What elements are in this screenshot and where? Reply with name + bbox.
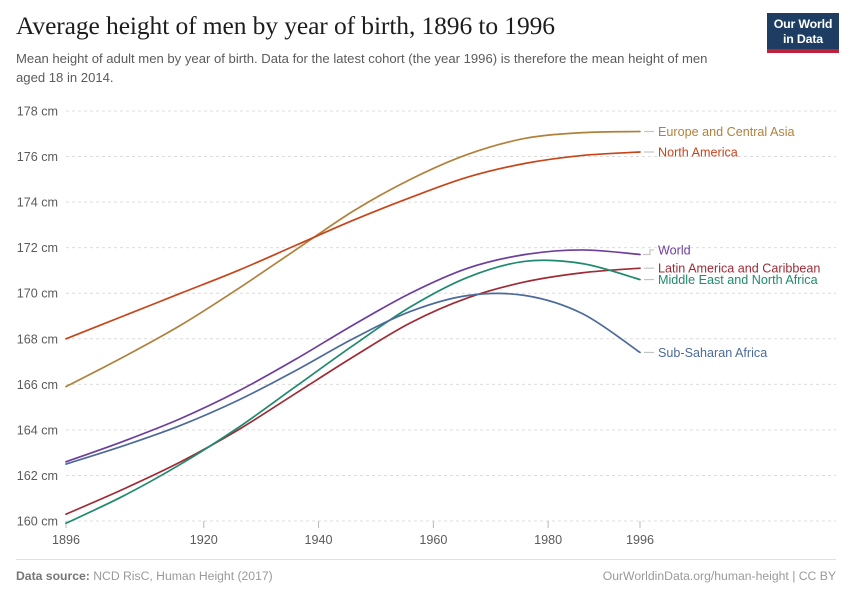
y-tick-label: 174 cm: [17, 196, 58, 210]
y-tick-label: 164 cm: [17, 423, 58, 437]
series-label-middle-east-and-north-africa[interactable]: Middle East and North Africa: [658, 273, 818, 287]
series-connectors: [643, 130, 654, 354]
chart-subtitle: Mean height of adult men by year of birt…: [16, 50, 708, 85]
x-tick-label: 1996: [626, 533, 654, 547]
x-axis-tick-labels: 1896 1920 1940 1960 1980 1996: [52, 533, 654, 547]
series-label-europe-and-central-asia[interactable]: Europe and Central Asia: [658, 125, 795, 139]
y-tick-label: 162 cm: [17, 469, 58, 483]
page-title: Average height of men by year of birth, …: [16, 11, 555, 40]
series-line: [65, 130, 641, 388]
series-line: [65, 259, 641, 525]
y-tick-label: 176 cm: [17, 150, 58, 164]
x-tick-label: 1980: [534, 533, 562, 547]
series-label-north-america[interactable]: North America: [658, 145, 738, 159]
y-tick-label: 166 cm: [17, 378, 58, 392]
series-label-world[interactable]: World: [658, 243, 691, 257]
series-label-latin-america-and-caribbean[interactable]: Latin America and Caribbean: [658, 262, 820, 276]
series-line: [65, 249, 641, 463]
series-line: [65, 292, 641, 465]
y-tick-label: 170 cm: [17, 287, 58, 301]
y-tick-label: 160 cm: [17, 515, 58, 529]
chart-header: Average height of men by year of birth, …: [16, 11, 746, 87]
series-label-sub-saharan-africa[interactable]: Sub-Saharan Africa: [658, 346, 767, 360]
data-source-value: NCD RisC, Human Height (2017): [93, 569, 273, 583]
y-axis-tick-labels: 160 cm 162 cm 164 cm 166 cm 168 cm 170 cm 172 …: [17, 105, 58, 529]
attribution[interactable]: OurWorldinData.org/human-height | CC BY: [602, 569, 836, 583]
chart-footer: Data source: NCD RisC, Human Height (201…: [16, 559, 836, 583]
series-labels: Europe and Central Asia North America Worl…: [658, 125, 820, 360]
x-axis-ticks: [65, 521, 641, 528]
x-tick-label: 1940: [305, 533, 333, 547]
x-tick-label: 1960: [419, 533, 447, 547]
series-line: [65, 151, 641, 340]
owid-logo-line1: Our World: [773, 17, 833, 31]
owid-logo-line2: in Data: [783, 31, 823, 46]
y-gridlines: [66, 110, 836, 522]
y-tick-label: 178 cm: [17, 105, 58, 119]
x-tick-label: 1920: [190, 533, 218, 547]
y-tick-label: 168 cm: [17, 332, 58, 346]
data-source-label: Data source:: [16, 569, 90, 583]
y-tick-label: 172 cm: [17, 241, 58, 255]
x-tick-label: 1896: [52, 533, 80, 547]
series-line: [65, 267, 641, 516]
owid-logo[interactable]: Our World in Data: [767, 13, 839, 54]
series-lines: [65, 130, 641, 525]
series-label-connector: [643, 249, 654, 256]
data-source: Data source: NCD RisC, Human Height (201…: [16, 569, 273, 583]
